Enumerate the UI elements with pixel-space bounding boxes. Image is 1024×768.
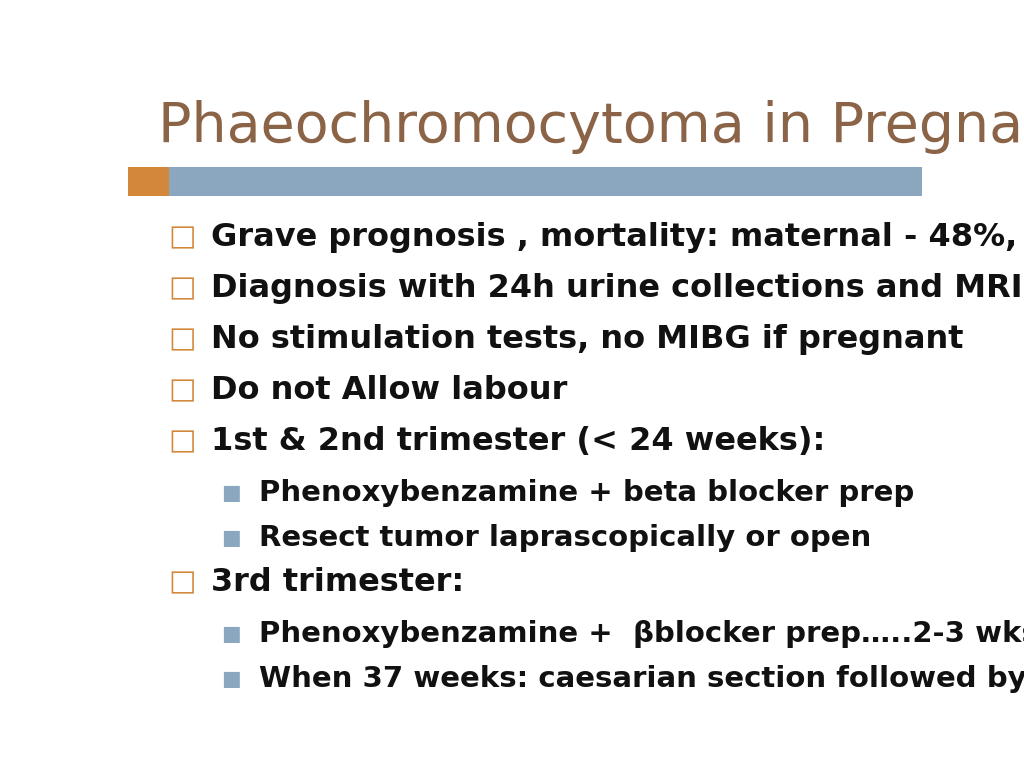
- Text: Resect tumor laprascopically or open: Resect tumor laprascopically or open: [259, 524, 871, 551]
- Text: □: □: [168, 568, 196, 597]
- Text: 3rd trimester:: 3rd trimester:: [211, 568, 465, 598]
- Text: Phenoxybenzamine +  βblocker prep…..2-3 wks: Phenoxybenzamine + βblocker prep…..2-3 w…: [259, 620, 1024, 648]
- Text: ■: ■: [221, 669, 241, 689]
- Text: Phenoxybenzamine + beta blocker prep: Phenoxybenzamine + beta blocker prep: [259, 478, 914, 507]
- Text: ■: ■: [221, 624, 241, 644]
- Text: Do not Allow labour: Do not Allow labour: [211, 375, 567, 406]
- Text: □: □: [168, 274, 196, 302]
- Text: ■: ■: [221, 483, 241, 503]
- Text: □: □: [168, 428, 196, 455]
- Text: 1st & 2nd trimester (< 24 weeks):: 1st & 2nd trimester (< 24 weeks):: [211, 426, 825, 457]
- Text: When 37 weeks: caesarian section followed by tumor resection: When 37 weeks: caesarian section followe…: [259, 665, 1024, 693]
- Text: □: □: [168, 376, 196, 405]
- Text: Phaeochromocytoma in Pregnancy: Phaeochromocytoma in Pregnancy: [158, 101, 1024, 154]
- Text: □: □: [168, 326, 196, 353]
- Text: ■: ■: [221, 528, 241, 548]
- Text: No stimulation tests, no MIBG if pregnant: No stimulation tests, no MIBG if pregnan…: [211, 324, 964, 355]
- Bar: [128, 167, 169, 196]
- Text: □: □: [168, 223, 196, 251]
- Bar: [169, 167, 922, 196]
- Text: Grave prognosis , mortality: maternal - 48%, fetal 55%: Grave prognosis , mortality: maternal - …: [211, 221, 1024, 253]
- Text: Diagnosis with 24h urine collections and MRI: Diagnosis with 24h urine collections and…: [211, 273, 1023, 303]
